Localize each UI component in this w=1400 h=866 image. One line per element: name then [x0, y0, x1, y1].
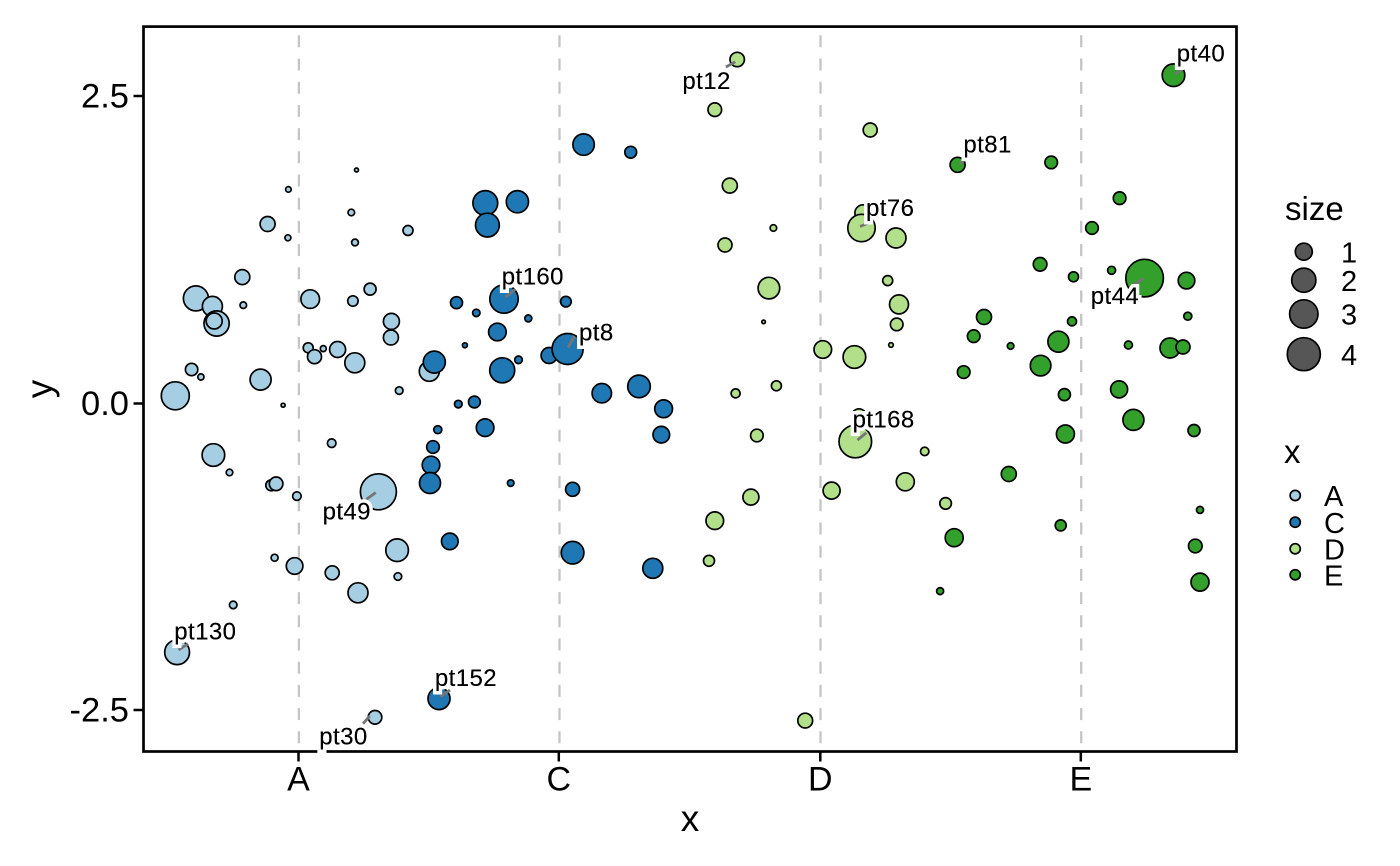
svg-text:C: C — [1324, 508, 1345, 540]
svg-text:pt130: pt130 — [174, 618, 236, 645]
svg-text:x: x — [681, 798, 700, 839]
svg-text:-2.5: -2.5 — [70, 692, 129, 730]
svg-text:E: E — [1324, 560, 1343, 592]
svg-text:0.0: 0.0 — [81, 385, 129, 423]
svg-text:pt12: pt12 — [682, 68, 730, 95]
svg-text:pt168: pt168 — [853, 407, 915, 434]
svg-text:1: 1 — [1341, 237, 1357, 269]
svg-text:pt49: pt49 — [323, 498, 371, 525]
svg-text:pt44: pt44 — [1091, 283, 1139, 310]
svg-text:2: 2 — [1341, 266, 1357, 298]
svg-text:pt168: pt168 — [853, 407, 915, 434]
svg-text:pt40: pt40 — [1177, 41, 1225, 68]
svg-text:pt81: pt81 — [963, 131, 1011, 158]
svg-text:3: 3 — [1341, 300, 1357, 332]
svg-text:pt160: pt160 — [502, 264, 564, 291]
svg-text:D: D — [808, 761, 833, 799]
svg-text:pt30: pt30 — [319, 724, 367, 751]
svg-text:2.5: 2.5 — [81, 78, 129, 116]
svg-text:y: y — [19, 379, 60, 398]
svg-text:D: D — [1324, 534, 1345, 566]
svg-text:pt152: pt152 — [435, 665, 497, 692]
svg-text:E: E — [1069, 761, 1092, 799]
svg-text:pt12: pt12 — [682, 68, 730, 95]
svg-text:pt160: pt160 — [502, 264, 564, 291]
svg-text:size: size — [1285, 190, 1344, 227]
svg-text:pt8: pt8 — [579, 320, 614, 347]
svg-text:pt152: pt152 — [435, 665, 497, 692]
svg-text:x: x — [1284, 433, 1301, 470]
svg-text:C: C — [547, 761, 572, 799]
svg-text:A: A — [1324, 481, 1344, 513]
svg-text:pt8: pt8 — [579, 320, 614, 347]
svg-text:A: A — [287, 761, 310, 799]
svg-text:pt49: pt49 — [323, 498, 371, 525]
svg-text:pt81: pt81 — [963, 131, 1011, 158]
svg-text:pt40: pt40 — [1177, 41, 1225, 68]
svg-text:pt130: pt130 — [174, 618, 236, 645]
svg-text:pt76: pt76 — [866, 195, 914, 222]
svg-text:4: 4 — [1341, 340, 1357, 372]
svg-text:pt30: pt30 — [319, 724, 367, 751]
svg-text:pt44: pt44 — [1091, 283, 1139, 310]
svg-text:pt76: pt76 — [866, 195, 914, 222]
